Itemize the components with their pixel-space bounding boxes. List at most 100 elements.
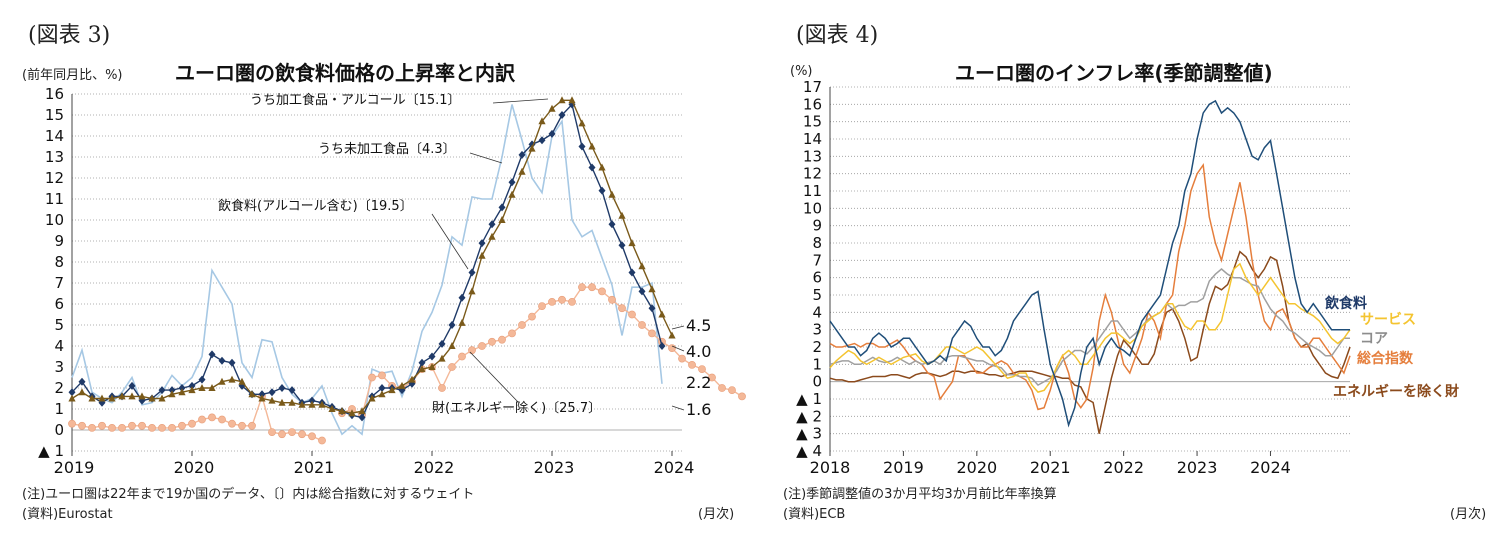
- chart1-point: [488, 337, 496, 346]
- chart2-series-line: [829, 250, 1351, 434]
- chart1-point: [428, 363, 436, 370]
- chart1-point: [138, 421, 146, 430]
- chart1-point: [538, 117, 546, 125]
- chart1-point: [198, 384, 206, 391]
- chart1-note: (注)ユーロ圏は22年まで19か国のデータ、〔〕内は総合指数に対するウェイト: [22, 486, 474, 502]
- chart2-y-tick-label: 13: [803, 147, 822, 165]
- chart1-x-tick-label: 2022: [414, 458, 455, 477]
- chart2-y-tick-label: 17: [803, 78, 822, 96]
- chart2-y-tick-label: 4: [812, 303, 822, 321]
- chart1-point: [648, 329, 656, 338]
- chart1-point: [158, 394, 166, 402]
- chart1-point: [538, 302, 546, 310]
- chart1-point: [458, 293, 466, 302]
- chart2-y-unit: (%): [790, 64, 813, 79]
- chart2-x-tick-label: 2023: [1177, 458, 1218, 477]
- chart1-x-tick-label: 2020: [174, 458, 215, 477]
- chart2-y-tick-label: 11: [803, 182, 822, 200]
- chart1-point: [518, 167, 526, 175]
- chart2-note: (注)季節調整値の3か月平均3か月前比年率換算: [783, 486, 1057, 502]
- chart1-y-tick-label: 16: [45, 85, 64, 103]
- chart1-y-tick-label: 14: [45, 127, 64, 145]
- chart1-point: [178, 384, 186, 392]
- chart1-point: [568, 297, 576, 306]
- chart1-point: [468, 268, 476, 277]
- chart2-y-tick-label: 7: [812, 251, 822, 269]
- chart2-legend-label: 飲食料: [1324, 295, 1367, 312]
- chart1-x-tick-label: 2019: [54, 458, 95, 477]
- chart1-point: [418, 365, 426, 373]
- chart1-point: [588, 142, 596, 150]
- chart1-point: [728, 386, 736, 394]
- chart1-point: [118, 392, 126, 400]
- chart1-point: [208, 413, 216, 422]
- chart1-point: [118, 423, 126, 432]
- chart1-point: [738, 392, 746, 401]
- chart1-y-tick-label: 12: [45, 169, 64, 187]
- chart1-point: [498, 203, 506, 212]
- chart1-point: [268, 388, 276, 397]
- chart2-y-tick-label: 1: [812, 355, 822, 373]
- chart1-series-line: [71, 286, 743, 442]
- chart1-point: [548, 129, 556, 138]
- chart2-y-tick-label: ▲ 3: [796, 425, 822, 443]
- chart1-y-tick-label: 7: [54, 274, 64, 292]
- chart1-point: [498, 216, 506, 223]
- chart1-point: [458, 352, 466, 361]
- chart1-point: [598, 163, 606, 171]
- chart1-point: [668, 344, 676, 352]
- chart1-series-line: [71, 104, 663, 436]
- figure-label-3: (図表 3): [28, 23, 110, 48]
- chart2-x-unit: (月次): [1450, 506, 1486, 522]
- chart1-point: [228, 358, 236, 367]
- chart1-point: [308, 432, 316, 441]
- chart1-y-tick-label: 10: [45, 211, 64, 229]
- chart2-y-tick-label: 15: [803, 113, 822, 131]
- chart2-title: ユーロ圏のインフレ率(季節調整値): [955, 61, 1273, 85]
- chart1-point: [588, 163, 596, 172]
- chart1-point: [98, 394, 106, 402]
- chart1-point: [528, 144, 536, 152]
- chart1-point: [78, 377, 86, 386]
- chart1-point: [648, 285, 656, 293]
- chart1-point: [318, 400, 326, 408]
- chart1-point: [638, 321, 646, 329]
- chart1-point: [628, 239, 636, 247]
- chart1-callout-line: [492, 98, 549, 104]
- chart1-point: [718, 384, 726, 392]
- chart1-point: [468, 346, 476, 355]
- chart1-x-tick-label: 2021: [294, 458, 335, 477]
- chart1-point: [368, 394, 376, 402]
- chart1-point: [658, 342, 666, 350]
- chart1-callout-line: [469, 351, 519, 403]
- chart2-series-line: [829, 99, 1350, 428]
- chart1-end-leader: [671, 345, 685, 352]
- chart1-point: [248, 421, 256, 430]
- chart1-point: [488, 220, 496, 229]
- chart1-point: [248, 390, 256, 398]
- chart2-y-tick-label: 0: [812, 373, 822, 391]
- chart1-end-value-label: 4.5: [686, 316, 711, 335]
- chart1-point: [548, 297, 556, 306]
- chart1-point: [298, 430, 306, 439]
- chart1-point: [318, 436, 326, 445]
- chart1-point: [398, 381, 406, 389]
- chart1-point: [108, 423, 116, 432]
- chart1-point: [288, 386, 296, 395]
- chart2-y-tick-label: 6: [812, 269, 822, 287]
- chart1-title: ユーロ圏の飲食料価格の上昇率と内訳: [175, 61, 516, 85]
- chart1-point: [188, 419, 196, 428]
- chart2-x-tick-label: 2019: [883, 458, 924, 477]
- chart1-point: [598, 186, 606, 195]
- chart1-point: [168, 423, 176, 432]
- chart1-point: [558, 295, 566, 304]
- figure-label-4: (図表 4): [796, 23, 878, 48]
- chart2-y-tick-label: ▲ 4: [796, 442, 822, 460]
- chart2-y-tick-label: 16: [803, 95, 822, 113]
- chart1-y-tick-label: 9: [54, 232, 64, 250]
- chart2-y-tick-label: 3: [812, 321, 822, 339]
- chart1-point: [628, 310, 636, 319]
- chart1-point: [558, 96, 566, 104]
- chart1-point: [258, 390, 266, 399]
